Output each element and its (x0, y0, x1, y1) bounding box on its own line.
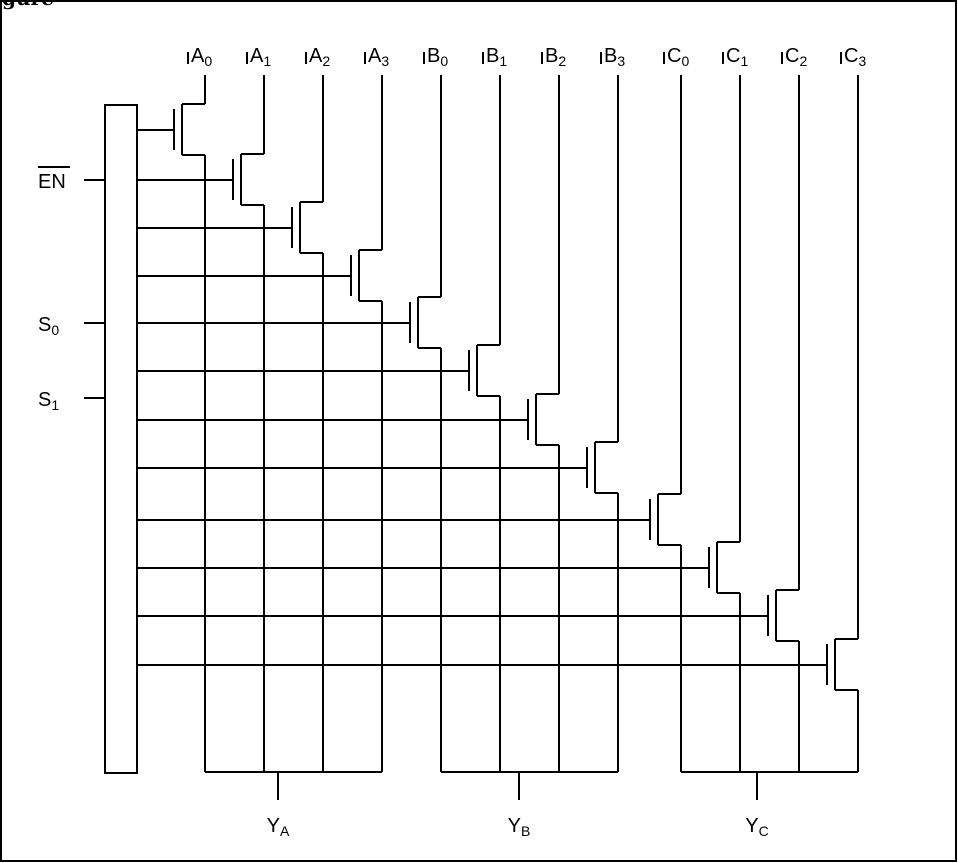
output-yc: YC (681, 771, 858, 839)
channel-b3: B3 (137, 45, 625, 772)
input-label-a3: A3 (368, 45, 389, 69)
output-label: YC (745, 815, 768, 839)
input-label-c2: C2 (785, 45, 807, 69)
input-label-subscript: 0 (51, 322, 59, 338)
input-label: EN (38, 171, 66, 193)
channel-b2: B2 (137, 45, 566, 772)
channel-b0: B0 (137, 45, 448, 772)
input-label-c1: C1 (726, 45, 748, 69)
input-label-c0-base: C (667, 45, 681, 67)
input-label-a3-subscript: 3 (381, 53, 389, 69)
channel-c1: C1 (137, 45, 748, 772)
output-label-subscript: B (521, 823, 530, 839)
input-label-c3-subscript: 3 (858, 53, 866, 69)
channel-a2: A2 (137, 45, 330, 772)
input-label-a2-subscript: 2 (322, 53, 330, 69)
input-label-subscript: 1 (51, 397, 59, 413)
input-label-b3: B3 (604, 45, 625, 69)
input-label-a1: A1 (250, 45, 271, 69)
input-label-b2-subscript: 2 (558, 53, 566, 69)
output-label-base: Y (267, 815, 280, 837)
input-label-b2: B2 (545, 45, 566, 69)
input-label-c1-base: C (726, 45, 740, 67)
input-label-c2-base: C (785, 45, 799, 67)
channel-c0: C0 (137, 45, 689, 772)
input-label-b2-base: B (545, 45, 558, 67)
input-label-b1-base: B (486, 45, 499, 67)
channel-a0: A0 (137, 45, 212, 772)
input-label-b0-subscript: 0 (440, 53, 448, 69)
input-label-b1: B1 (486, 45, 507, 69)
channel-c3: C3 (137, 45, 866, 772)
output-label: YB (508, 815, 531, 839)
input-label-c0: C0 (667, 45, 689, 69)
input-label-a2-base: A (309, 45, 323, 67)
input-label-b3-subscript: 3 (617, 53, 625, 69)
decoder-block (104, 104, 138, 774)
channel-b1: B1 (137, 45, 507, 772)
output-label-base: Y (508, 815, 521, 837)
channel-a1: A1 (137, 45, 271, 772)
input-label-a0-subscript: 0 (204, 53, 212, 69)
output-label-subscript: A (280, 823, 290, 839)
input-label-a3-base: A (368, 45, 382, 67)
output-yb: YB (441, 771, 618, 839)
input-label-c3-base: C (844, 45, 858, 67)
input-label-c1-subscript: 1 (740, 53, 748, 69)
input-label-base: S (38, 314, 51, 336)
figure-caption: gure (2, 0, 54, 10)
input-label: S0 (38, 314, 59, 338)
input-s1: S1 (38, 389, 105, 413)
input-label-b3-base: B (604, 45, 617, 67)
input-label: S1 (38, 389, 59, 413)
input-label-base: EN (38, 171, 66, 193)
channel-c2: C2 (137, 45, 807, 772)
input-label-base: S (38, 389, 51, 411)
input-label-a2: A2 (309, 45, 330, 69)
output-label: YA (267, 815, 290, 839)
input-label-b1-subscript: 1 (499, 53, 507, 69)
input-label-b0: B0 (427, 45, 448, 69)
output-label-subscript: C (759, 823, 769, 839)
input-en: EN (38, 166, 105, 193)
input-label-a1-base: A (250, 45, 264, 67)
input-label-c3: C3 (844, 45, 866, 69)
input-label-a0-base: A (191, 45, 205, 67)
output-ya: YA (205, 771, 382, 839)
channel-a3: A3 (137, 45, 389, 772)
input-label-c0-subscript: 0 (681, 53, 689, 69)
input-label-c2-subscript: 2 (799, 53, 807, 69)
output-label-base: Y (745, 815, 758, 837)
input-label-a1-subscript: 1 (263, 53, 271, 69)
input-s0: S0 (38, 314, 105, 338)
input-label-b0-base: B (427, 45, 440, 67)
input-label-a0: A0 (191, 45, 212, 69)
